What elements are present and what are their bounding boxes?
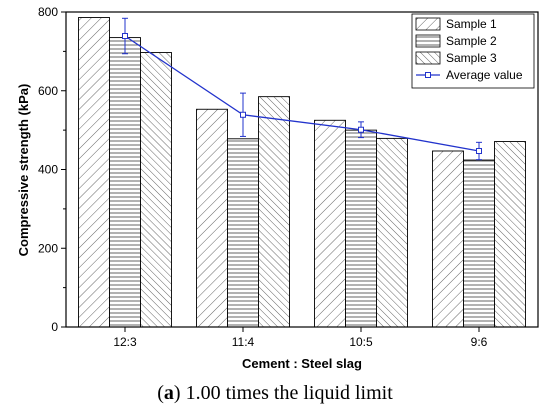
average-marker-3: [358, 126, 364, 133]
legend-label-3: Sample 3: [446, 51, 497, 65]
legend: Sample 1 Sample 2 Sample 3 Average value: [411, 13, 535, 89]
y-tick-label-5: 800: [38, 5, 58, 19]
x-tick-label-3: 10:5: [349, 335, 373, 349]
y-tick-label-4: 600: [38, 84, 58, 98]
y-tick-label-1: 0: [51, 320, 58, 334]
x-tick-label-4: 9:6: [471, 335, 488, 349]
y-tick-label-2: 200: [38, 241, 58, 255]
chart: 0 200 400 600 800 12:3 11:4 10:5 9:6 Cement : S…: [16, 5, 539, 371]
bar-3-2: [258, 96, 290, 328]
legend-swatch-1: [415, 17, 441, 31]
average-marker-2: [240, 111, 246, 118]
x-tick-label-1: 12:3: [113, 335, 137, 349]
bar-2-1: [109, 37, 141, 328]
average-marker-1: [122, 33, 128, 40]
legend-label-1: Sample 1: [446, 17, 497, 31]
caption-label: a: [163, 382, 174, 404]
figure-caption: (a) 1.00 times the liquid limit: [157, 382, 393, 404]
bar-2-2: [227, 138, 259, 328]
bar-2-3: [345, 129, 377, 328]
legend-swatch-3: [415, 51, 441, 65]
bar-3-3: [376, 137, 408, 328]
average-line: [124, 35, 480, 152]
caption-text: 1.00 times the liquid limit: [180, 382, 393, 404]
bar-1-1: [78, 17, 110, 328]
legend-label-2: Sample 2: [446, 34, 497, 48]
bar-1-4: [432, 150, 464, 328]
bar-1-2: [196, 108, 228, 328]
bar-1-3: [314, 119, 346, 328]
average-marker-4: [476, 147, 482, 154]
bar-2-4: [463, 159, 495, 328]
y-tick-label-3: 400: [38, 163, 58, 177]
x-axis-label: Cement : Steel slag: [242, 356, 362, 371]
bar-3-1: [140, 52, 172, 328]
y-axis-label: Compressive strength (kPa): [16, 84, 31, 257]
legend-swatch-2: [415, 34, 441, 48]
legend-label-average: Average value: [446, 68, 523, 82]
bar-3-4: [494, 141, 526, 328]
x-tick-label-2: 11:4: [232, 335, 255, 349]
legend-line-marker: [425, 72, 431, 78]
